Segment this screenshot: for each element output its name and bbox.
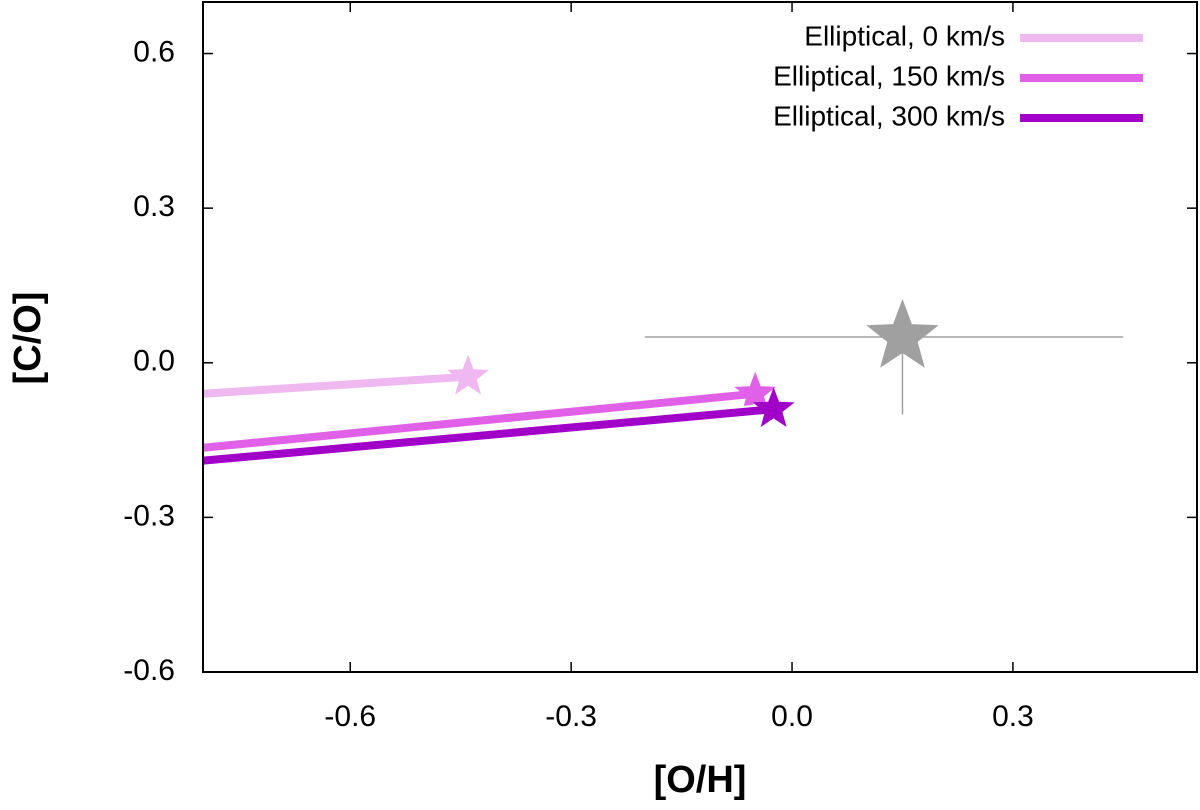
series-end-star — [447, 354, 489, 395]
reference-star — [866, 299, 939, 368]
plot-frame — [202, 1, 1198, 673]
series-line — [203, 405, 774, 465]
series-end-star — [752, 387, 795, 427]
y-tick-label: -0.6 — [123, 654, 175, 687]
y-tick-label: 0.3 — [133, 190, 175, 223]
series-line — [203, 389, 756, 452]
y-tick-label: -0.3 — [123, 499, 175, 532]
plot-area — [203, 299, 1124, 467]
x-tick-label: 0.3 — [992, 700, 1034, 733]
series-end-star — [734, 371, 777, 412]
y-axis-title: [C/O] — [7, 292, 49, 385]
x-tick-label: -0.6 — [324, 700, 376, 733]
series-line — [203, 372, 469, 398]
y-tick-label: 0.0 — [133, 345, 175, 378]
x-axis-title: [O/H] — [654, 759, 747, 801]
legend-label: Elliptical, 0 km/s — [804, 20, 1005, 51]
legend-label: Elliptical, 300 km/s — [773, 100, 1005, 131]
legend-label: Elliptical, 150 km/s — [773, 60, 1005, 91]
y-tick-label: 0.6 — [133, 35, 175, 68]
x-tick-label: 0.0 — [771, 700, 813, 733]
x-tick-label: -0.3 — [545, 700, 597, 733]
